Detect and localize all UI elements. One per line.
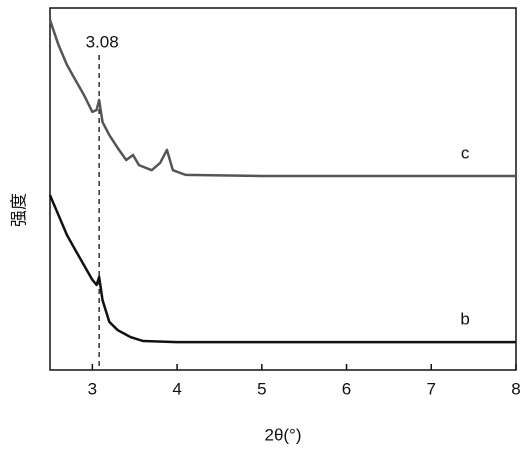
x-axis-label: 2θ(°)	[264, 425, 301, 444]
x-tick-label: 3	[88, 379, 97, 398]
x-tick-label: 6	[342, 379, 351, 398]
x-tick-label: 4	[172, 379, 181, 398]
series-line	[48, 194, 516, 344]
series-line	[48, 19, 516, 178]
annotation-label: 3.08	[86, 32, 119, 51]
x-tick-label: 7	[427, 379, 436, 398]
series-label: b	[460, 310, 469, 329]
series-label: c	[461, 143, 470, 162]
plot-frame	[49, 7, 517, 371]
x-tick-label: 5	[257, 379, 266, 398]
x-tick-label: 8	[511, 379, 520, 398]
y-axis-label: 强度	[9, 193, 28, 227]
